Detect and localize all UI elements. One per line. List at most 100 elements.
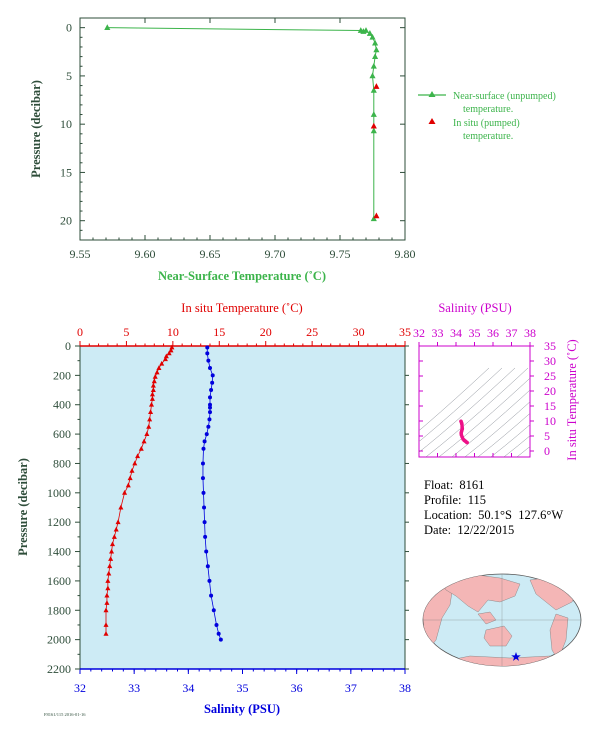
salinity-tick-label: 37 bbox=[345, 681, 357, 695]
salinity-tick-label: 32 bbox=[74, 681, 86, 695]
ts-density-contour bbox=[464, 401, 530, 457]
salinity-tick-label: 36 bbox=[291, 681, 303, 695]
ts-series bbox=[459, 419, 469, 445]
pressure-tick-label: 1200 bbox=[47, 515, 71, 529]
float-id: Float: 8161 bbox=[424, 478, 485, 492]
salinity-point bbox=[202, 505, 207, 510]
near-surface-point bbox=[370, 127, 377, 134]
temperature-point bbox=[111, 534, 117, 539]
salinity-tick-label: 38 bbox=[399, 681, 411, 695]
salinity-point bbox=[202, 520, 207, 525]
salinity-tick-label: 35 bbox=[237, 681, 249, 695]
temperature-point bbox=[144, 431, 150, 437]
temperature-point bbox=[162, 356, 168, 362]
temperature-point bbox=[105, 585, 111, 591]
salinity-point bbox=[208, 410, 212, 415]
ts-density-contour bbox=[477, 413, 530, 457]
top-x-ticks: 9.55 9.60 9.65 9.70 9.75 9.80 bbox=[70, 18, 416, 261]
location: Location: 50.1°S 127.6°W bbox=[424, 508, 564, 522]
temperature-point bbox=[127, 475, 133, 481]
near-surface-point bbox=[370, 62, 377, 69]
ts-density-contour bbox=[419, 367, 490, 431]
temperature-point bbox=[113, 526, 119, 532]
temperature-point bbox=[109, 548, 115, 554]
salinity-point bbox=[210, 373, 215, 378]
pressure-tick-label: 200 bbox=[53, 368, 71, 382]
legend-marker-in-situ bbox=[428, 118, 436, 124]
temperature-point bbox=[132, 460, 138, 466]
pressure-tick-label: 2200 bbox=[47, 662, 71, 676]
ts-temperature-tick-label: 30 bbox=[544, 354, 556, 368]
temperature-point bbox=[154, 369, 160, 375]
temperature-point bbox=[150, 382, 156, 388]
ts-temperature-axis-label: In situ Temperature (˚C) bbox=[565, 339, 579, 460]
pressure-tick-label: 600 bbox=[53, 427, 71, 441]
temperature-point bbox=[159, 360, 165, 366]
profile-chart: 0 5 10 15 20 25 30 35 32 33 34 35 36 37 38 0 200 400 600 80… bbox=[16, 301, 411, 717]
temperature-point bbox=[148, 409, 154, 415]
legend-marker-near-surface bbox=[428, 91, 436, 97]
salinity-point bbox=[206, 358, 211, 363]
salinity-point bbox=[208, 402, 212, 407]
salinity-point bbox=[200, 461, 205, 466]
salinity-point bbox=[203, 534, 208, 539]
footer-code: F8161/115 2016-01-16 bbox=[44, 712, 86, 717]
float-location-marker bbox=[511, 652, 521, 661]
ts-salinity-axis-label: Salinity (PSU) bbox=[438, 301, 511, 315]
salinity-point bbox=[211, 608, 216, 613]
temperature-point bbox=[122, 490, 128, 495]
near-surface-point bbox=[370, 86, 377, 93]
ts-temperature-tick-label: 10 bbox=[544, 414, 556, 428]
profile-series bbox=[103, 344, 223, 642]
near-surface-point bbox=[366, 30, 373, 36]
salinity-point bbox=[207, 578, 212, 583]
ts-salinity-tick-label: 35 bbox=[469, 326, 481, 340]
near-surface-point bbox=[372, 53, 379, 59]
salinity-point bbox=[206, 424, 211, 429]
profile-number: Profile: 115 bbox=[424, 493, 487, 507]
near-surface-point bbox=[373, 46, 380, 53]
salinity-point bbox=[208, 405, 212, 410]
salinity-point bbox=[209, 593, 214, 598]
ts-density-contour bbox=[503, 435, 530, 457]
pressure-tick-label: 1800 bbox=[47, 603, 71, 617]
temperature-point bbox=[107, 563, 113, 569]
temperature-point bbox=[108, 556, 114, 561]
in-situ-point bbox=[373, 212, 380, 219]
ts-temperature-tick-label: 5 bbox=[544, 429, 550, 443]
legend-label-in-situ: In situ (pumped) temperature. bbox=[453, 118, 520, 142]
ts-point bbox=[460, 422, 464, 427]
pressure-tick-label: 400 bbox=[53, 398, 71, 412]
temperature-point bbox=[168, 347, 174, 353]
temperature-tick-label: 20 bbox=[260, 325, 272, 339]
temperature-point bbox=[103, 630, 109, 636]
temperature-point bbox=[147, 416, 153, 422]
temperature-tick-label: 15 bbox=[213, 325, 225, 339]
near-surface-point bbox=[372, 39, 379, 46]
temperature-point bbox=[151, 378, 157, 384]
top-plot-frame bbox=[79, 17, 406, 241]
ts-temperature-tick-label: 0 bbox=[544, 444, 550, 458]
temperature-tick-label: 10 bbox=[167, 325, 179, 339]
near-surface-point bbox=[362, 27, 370, 33]
top-x-tick-label: 9.75 bbox=[330, 247, 351, 261]
salinity-point bbox=[210, 380, 215, 385]
temperature-tick-label: 0 bbox=[77, 325, 83, 339]
temperature-point bbox=[156, 365, 162, 370]
date: Date: 12/22/2015 bbox=[424, 523, 515, 537]
top-y-axis-label: Pressure (decibar) bbox=[29, 80, 43, 178]
top-series bbox=[104, 24, 380, 222]
ts-salinity-tick-label: 37 bbox=[506, 326, 518, 340]
salinity-point bbox=[200, 476, 205, 481]
salinity-point bbox=[201, 446, 206, 451]
float-info: Float: 8161 Profile: 115 Location: 50.1°… bbox=[424, 478, 563, 538]
ts-temperature-tick-label: 15 bbox=[544, 399, 556, 413]
temperature-point bbox=[115, 519, 121, 525]
temperature-point bbox=[109, 541, 116, 547]
salinity-tick-label: 34 bbox=[182, 681, 194, 695]
top-y-tick-label: 5 bbox=[66, 69, 72, 83]
profile-plot-area bbox=[79, 345, 406, 670]
temperature-point bbox=[125, 482, 131, 488]
